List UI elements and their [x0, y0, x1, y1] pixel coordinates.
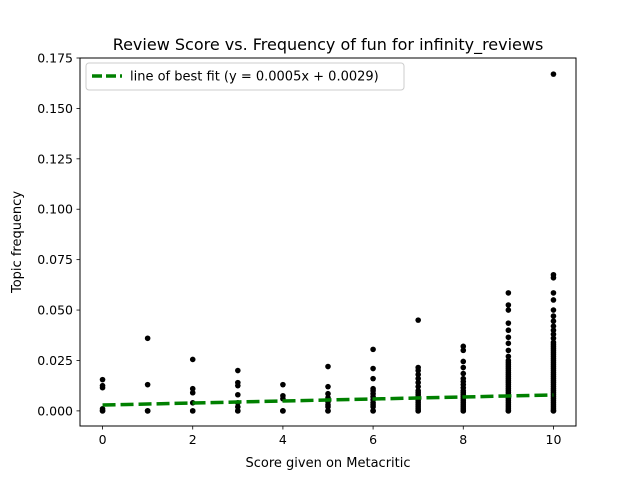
data-point	[460, 375, 467, 382]
data-point	[280, 381, 286, 388]
data-point	[370, 385, 376, 392]
x-tick-label: 6	[369, 432, 377, 447]
data-point	[99, 382, 106, 389]
data-point	[189, 389, 196, 396]
data-point	[189, 385, 196, 392]
data-point	[415, 317, 421, 323]
legend-label: line of best fit (y = 0.0005x + 0.0029)	[130, 70, 379, 85]
data-point	[550, 290, 557, 296]
data-point	[550, 323, 557, 329]
data-point	[325, 383, 331, 390]
data-point	[144, 381, 151, 388]
data-point	[235, 404, 241, 410]
data-point	[415, 364, 421, 371]
data-point	[550, 297, 557, 303]
data-point	[415, 387, 421, 394]
data-point	[505, 347, 512, 354]
data-point	[189, 408, 196, 414]
data-point	[505, 307, 512, 313]
data-point	[415, 371, 421, 378]
x-tick-label: 8	[459, 432, 467, 447]
data-point	[415, 383, 421, 390]
data-point	[460, 347, 467, 354]
data-point	[505, 327, 512, 334]
data-point	[505, 340, 512, 347]
data-point	[370, 408, 376, 414]
data-point	[235, 367, 241, 374]
y-tick-label: 0.050	[37, 303, 73, 318]
x-tick-label: 2	[189, 432, 197, 447]
x-axis-label: Score given on Metacritic	[245, 456, 410, 471]
data-point	[550, 327, 557, 334]
data-point	[505, 320, 512, 326]
x-tick-label: 0	[99, 432, 107, 447]
data-point	[235, 391, 241, 398]
data-point	[189, 356, 196, 363]
x-tick-label: 10	[546, 432, 562, 447]
data-point	[505, 334, 512, 341]
data-point	[235, 408, 241, 414]
data-point	[505, 302, 512, 308]
y-tick-label: 0.075	[37, 252, 73, 267]
y-tick-label: 0.100	[37, 202, 73, 217]
data-point	[280, 408, 286, 414]
data-point	[460, 358, 467, 365]
best-fit-line	[102, 393, 554, 407]
data-point	[505, 290, 512, 296]
data-points	[99, 71, 557, 414]
data-point	[325, 390, 331, 397]
data-point	[550, 335, 557, 342]
y-tick-label: 0.150	[37, 101, 73, 116]
data-point	[460, 364, 467, 371]
data-point	[550, 271, 557, 278]
data-point	[460, 343, 467, 350]
data-point	[144, 335, 151, 342]
data-point	[550, 318, 557, 324]
data-point	[505, 353, 512, 360]
data-point	[280, 392, 286, 399]
chart-title: Review Score vs. Frequency of fun for in…	[113, 35, 544, 55]
data-point	[99, 376, 106, 383]
data-point	[550, 307, 557, 313]
plot-frame	[79, 57, 577, 427]
plot-area	[80, 58, 576, 426]
data-point	[325, 408, 331, 414]
data-point	[415, 375, 421, 382]
data-point	[415, 379, 421, 386]
data-point	[144, 408, 151, 414]
y-tick-label: 0.000	[37, 403, 73, 418]
x-tick-label: 4	[279, 432, 287, 447]
data-point	[370, 365, 376, 372]
data-point	[550, 71, 557, 77]
y-axis-ticks: 0.000 0.025 0.050 0.075 0.100 0.125 0.150 0.175	[37, 51, 80, 418]
data-point	[235, 379, 241, 386]
legend-box	[85, 62, 405, 91]
data-point	[550, 331, 557, 338]
y-tick-label: 0.025	[37, 353, 73, 368]
y-tick-label: 0.125	[37, 151, 73, 166]
x-axis-ticks: 0 2 4 6 8 10	[99, 426, 562, 447]
data-point	[550, 339, 557, 346]
data-point	[99, 406, 106, 412]
legend: line of best fit (y = 0.0005x + 0.0029)	[85, 62, 405, 91]
data-point	[325, 363, 331, 370]
y-axis-label: Topic frequency	[10, 191, 25, 294]
data-point	[460, 370, 467, 377]
y-tick-label: 0.175	[37, 51, 73, 66]
data-point	[550, 313, 557, 319]
data-point	[505, 357, 512, 364]
data-point	[370, 375, 376, 382]
data-point	[370, 346, 376, 353]
